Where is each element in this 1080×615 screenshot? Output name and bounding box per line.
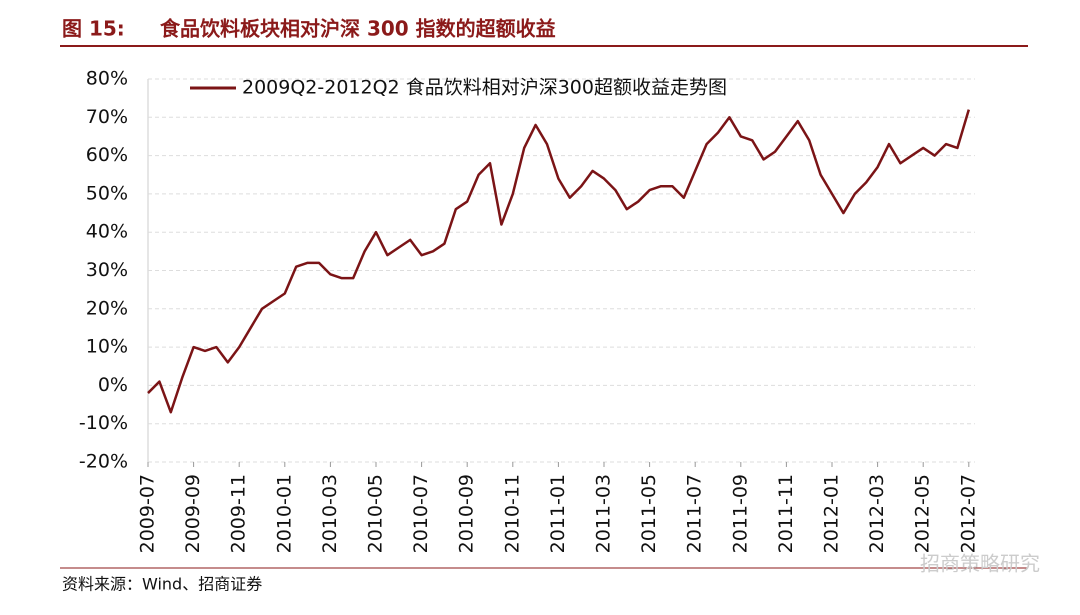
y-tick-label: 30% <box>86 259 128 281</box>
y-tick-label: -20% <box>79 451 128 473</box>
x-tick-label: 2010-11 <box>501 474 523 553</box>
x-tick-label: 2010-01 <box>273 474 295 553</box>
x-tick-label: 2012-01 <box>821 474 843 553</box>
figure-label: 图 15: <box>62 17 125 41</box>
y-tick-label: 0% <box>98 374 128 396</box>
x-tick-label: 2010-05 <box>365 474 387 553</box>
x-tick-label: 2009-11 <box>228 474 250 553</box>
x-tick-label: 2011-05 <box>638 474 660 553</box>
x-tick-label: 2009-07 <box>137 474 159 553</box>
watermark: 招商策略研究 <box>920 552 1040 576</box>
y-tick-label: 80% <box>86 68 128 90</box>
x-tick-label: 2011-11 <box>775 474 797 553</box>
source: 资料来源：Wind、招商证券 <box>62 575 262 594</box>
x-tick-label: 2011-03 <box>593 474 615 553</box>
x-tick-label: 2011-01 <box>547 474 569 553</box>
x-tick-label: 2011-07 <box>684 474 706 553</box>
series-line <box>147 109 970 414</box>
y-tick-label: -10% <box>79 412 128 434</box>
y-tick-label: 70% <box>86 106 128 128</box>
y-tick-label: 20% <box>86 297 128 319</box>
y-tick-label: 50% <box>86 182 128 204</box>
x-tick-label: 2012-07 <box>957 474 979 553</box>
x-tick-label: 2010-07 <box>410 474 432 553</box>
x-tick-label: 2011-09 <box>729 474 751 553</box>
x-tick-label: 2012-03 <box>866 474 888 553</box>
chart-title: 食品饮料板块相对沪深 300 指数的超额收益 <box>160 17 556 41</box>
legend-label: 2009Q2-2012Q2 食品饮料相对沪深300超额收益走势图 <box>242 77 727 99</box>
x-tick-label: 2010-03 <box>319 474 341 553</box>
y-tick-label: 10% <box>86 336 128 358</box>
y-tick-label: 60% <box>86 144 128 166</box>
x-tick-label: 2009-09 <box>182 474 204 553</box>
y-tick-label: 40% <box>86 221 128 243</box>
x-tick-label: 2012-05 <box>912 474 934 553</box>
x-tick-label: 2010-09 <box>456 474 478 553</box>
